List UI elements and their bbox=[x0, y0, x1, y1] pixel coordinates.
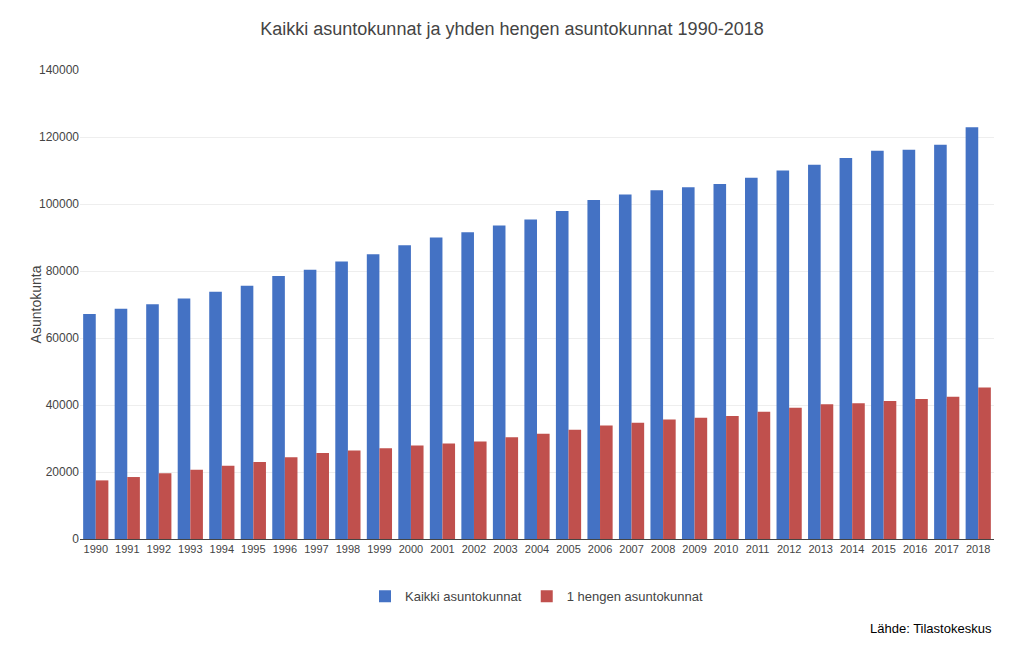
svg-text:2013: 2013 bbox=[808, 543, 832, 555]
svg-text:2006: 2006 bbox=[588, 543, 612, 555]
svg-text:80000: 80000 bbox=[46, 264, 80, 278]
svg-text:40000: 40000 bbox=[46, 398, 80, 412]
svg-text:1994: 1994 bbox=[210, 543, 234, 555]
svg-text:1996: 1996 bbox=[273, 543, 297, 555]
svg-text:1995: 1995 bbox=[241, 543, 265, 555]
svg-text:1998: 1998 bbox=[336, 543, 360, 555]
svg-text:2016: 2016 bbox=[903, 543, 927, 555]
svg-text:2005: 2005 bbox=[556, 543, 580, 555]
svg-text:1991: 1991 bbox=[115, 543, 139, 555]
svg-text:Kaikki asuntokunnat: Kaikki asuntokunnat bbox=[405, 589, 522, 604]
svg-text:2004: 2004 bbox=[525, 543, 549, 555]
svg-text:1993: 1993 bbox=[178, 543, 202, 555]
svg-text:1992: 1992 bbox=[147, 543, 171, 555]
svg-text:140000: 140000 bbox=[39, 63, 79, 77]
svg-text:20000: 20000 bbox=[46, 465, 80, 479]
svg-text:2009: 2009 bbox=[682, 543, 706, 555]
svg-text:2012: 2012 bbox=[777, 543, 801, 555]
svg-text:2015: 2015 bbox=[871, 543, 895, 555]
svg-text:2017: 2017 bbox=[934, 543, 958, 555]
svg-text:2008: 2008 bbox=[651, 543, 675, 555]
svg-text:2014: 2014 bbox=[840, 543, 864, 555]
svg-text:60000: 60000 bbox=[46, 331, 80, 345]
svg-text:2007: 2007 bbox=[619, 543, 643, 555]
svg-text:2010: 2010 bbox=[714, 543, 738, 555]
svg-text:Asuntokunta: Asuntokunta bbox=[28, 265, 44, 343]
svg-text:1999: 1999 bbox=[367, 543, 391, 555]
svg-text:2011: 2011 bbox=[746, 543, 770, 555]
svg-text:2018: 2018 bbox=[966, 543, 990, 555]
svg-text:Lähde: Tilastokeskus: Lähde: Tilastokeskus bbox=[870, 621, 992, 636]
svg-text:100000: 100000 bbox=[39, 197, 79, 211]
svg-text:1 hengen asuntokunnat: 1 hengen asuntokunnat bbox=[567, 589, 703, 604]
svg-text:2000: 2000 bbox=[399, 543, 423, 555]
svg-text:Kaikki asuntokunnat ja yhden h: Kaikki asuntokunnat ja yhden hengen asun… bbox=[260, 19, 763, 39]
svg-text:0: 0 bbox=[72, 532, 79, 546]
svg-text:120000: 120000 bbox=[39, 130, 79, 144]
svg-text:2003: 2003 bbox=[493, 543, 517, 555]
svg-text:1997: 1997 bbox=[304, 543, 328, 555]
svg-text:2002: 2002 bbox=[462, 543, 486, 555]
svg-text:1990: 1990 bbox=[84, 543, 108, 555]
svg-text:2001: 2001 bbox=[430, 543, 454, 555]
